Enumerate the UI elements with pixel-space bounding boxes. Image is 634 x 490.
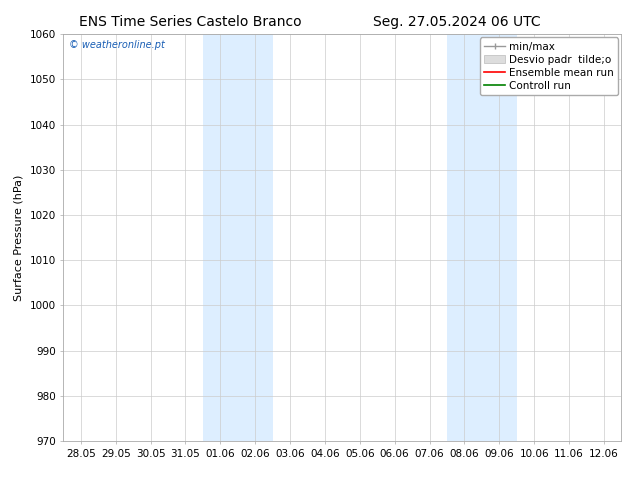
- Text: ENS Time Series Castelo Branco: ENS Time Series Castelo Branco: [79, 15, 302, 29]
- Text: © weatheronline.pt: © weatheronline.pt: [69, 40, 165, 50]
- Bar: [203, 34, 273, 441]
- Text: Seg. 27.05.2024 06 UTC: Seg. 27.05.2024 06 UTC: [373, 15, 540, 29]
- Legend: min/max, Desvio padr  tilde;o, Ensemble mean run, Controll run: min/max, Desvio padr tilde;o, Ensemble m…: [480, 37, 618, 95]
- Y-axis label: Surface Pressure (hPa): Surface Pressure (hPa): [14, 174, 24, 301]
- Bar: [447, 34, 517, 441]
